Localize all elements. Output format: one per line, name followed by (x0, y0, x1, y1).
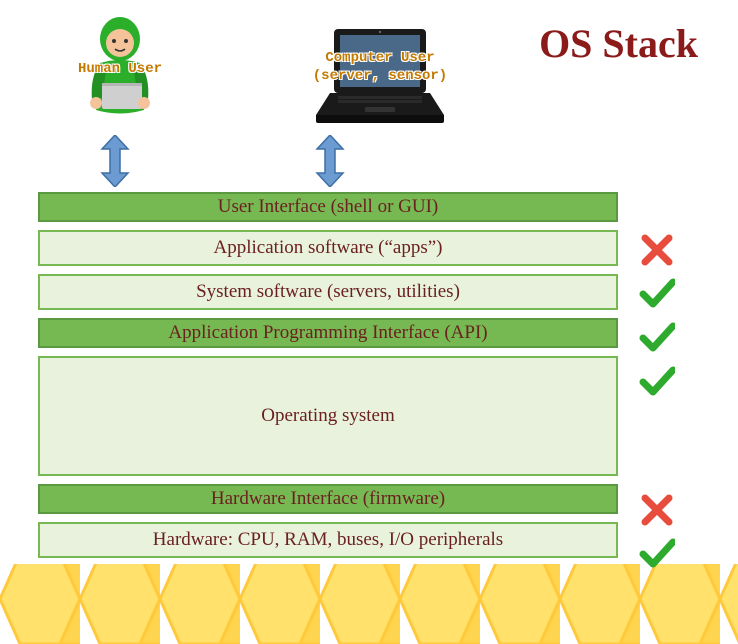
layer-3: Application Programming Interface (API) (38, 318, 618, 348)
check-icon (632, 320, 682, 356)
human-user-block: Human User (40, 15, 200, 145)
check-icon (632, 536, 682, 572)
layer-4: Operating system (38, 356, 618, 476)
checks-column (632, 232, 682, 572)
layer-2: System software (servers, utilities) (38, 274, 618, 310)
human-user-label: Human User (78, 60, 162, 78)
os-stack: User Interface (shell or GUI) Application… (38, 192, 618, 558)
bidir-arrow-icon (100, 135, 130, 187)
cross-icon (632, 232, 682, 268)
arrows-row (100, 135, 345, 187)
layer-0: User Interface (shell or GUI) (38, 192, 618, 222)
computer-user-label: Computer User (server, sensor) (313, 49, 447, 85)
bidir-arrow-icon (315, 135, 345, 187)
computer-user-block: Computer User (server, sensor) (300, 15, 460, 145)
page-title: OS Stack (539, 20, 698, 67)
check-icon (632, 276, 682, 312)
layer-6: Hardware: CPU, RAM, buses, I/O periphera… (38, 522, 618, 558)
cross-icon (632, 492, 682, 528)
layer-1: Application software (“apps”) (38, 230, 618, 266)
layer-5: Hardware Interface (firmware) (38, 484, 618, 514)
top-icons-row: Human User Computer User (server, sensor… (40, 15, 460, 145)
check-icon (632, 364, 682, 400)
honeycomb-pattern (0, 554, 738, 644)
